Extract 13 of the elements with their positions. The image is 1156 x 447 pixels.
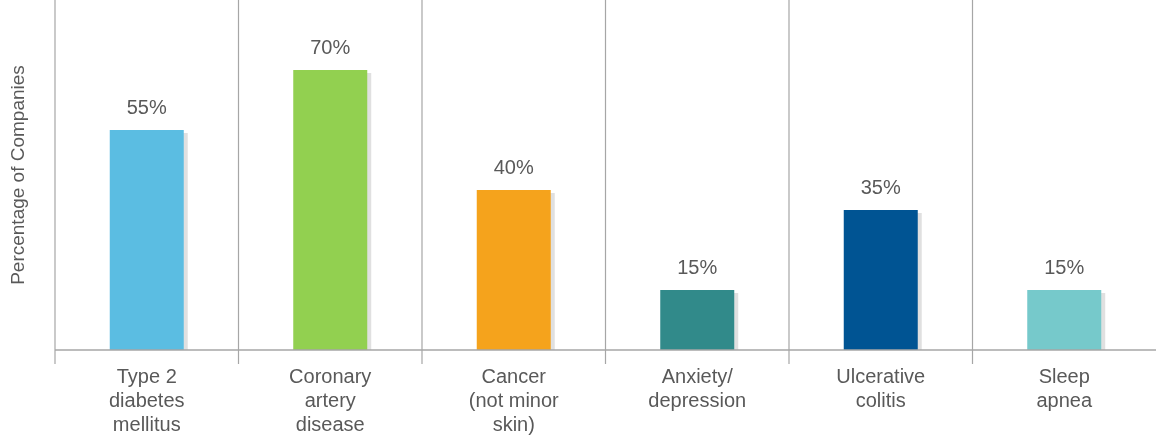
x-tick-label: Coronary artery disease <box>289 365 372 435</box>
data-label: 35% <box>860 176 901 198</box>
x-tick-label: Ulcerative colitis <box>836 365 926 411</box>
data-label: 55% <box>126 96 167 118</box>
x-tick-label: Anxiety/depression <box>648 365 747 411</box>
y-axis-title: Percentage of Companies <box>7 65 28 285</box>
data-label: 70% <box>310 36 351 58</box>
data-label: 15% <box>677 256 718 278</box>
data-label: 40% <box>493 156 534 178</box>
x-tick-label: Sleep apnea <box>1036 365 1093 411</box>
x-tick-label: Cancer (not minor skin) <box>468 365 560 435</box>
x-tick-label: Type 2 diabetes mellitus <box>108 365 185 435</box>
data-label: 15% <box>1044 256 1085 278</box>
